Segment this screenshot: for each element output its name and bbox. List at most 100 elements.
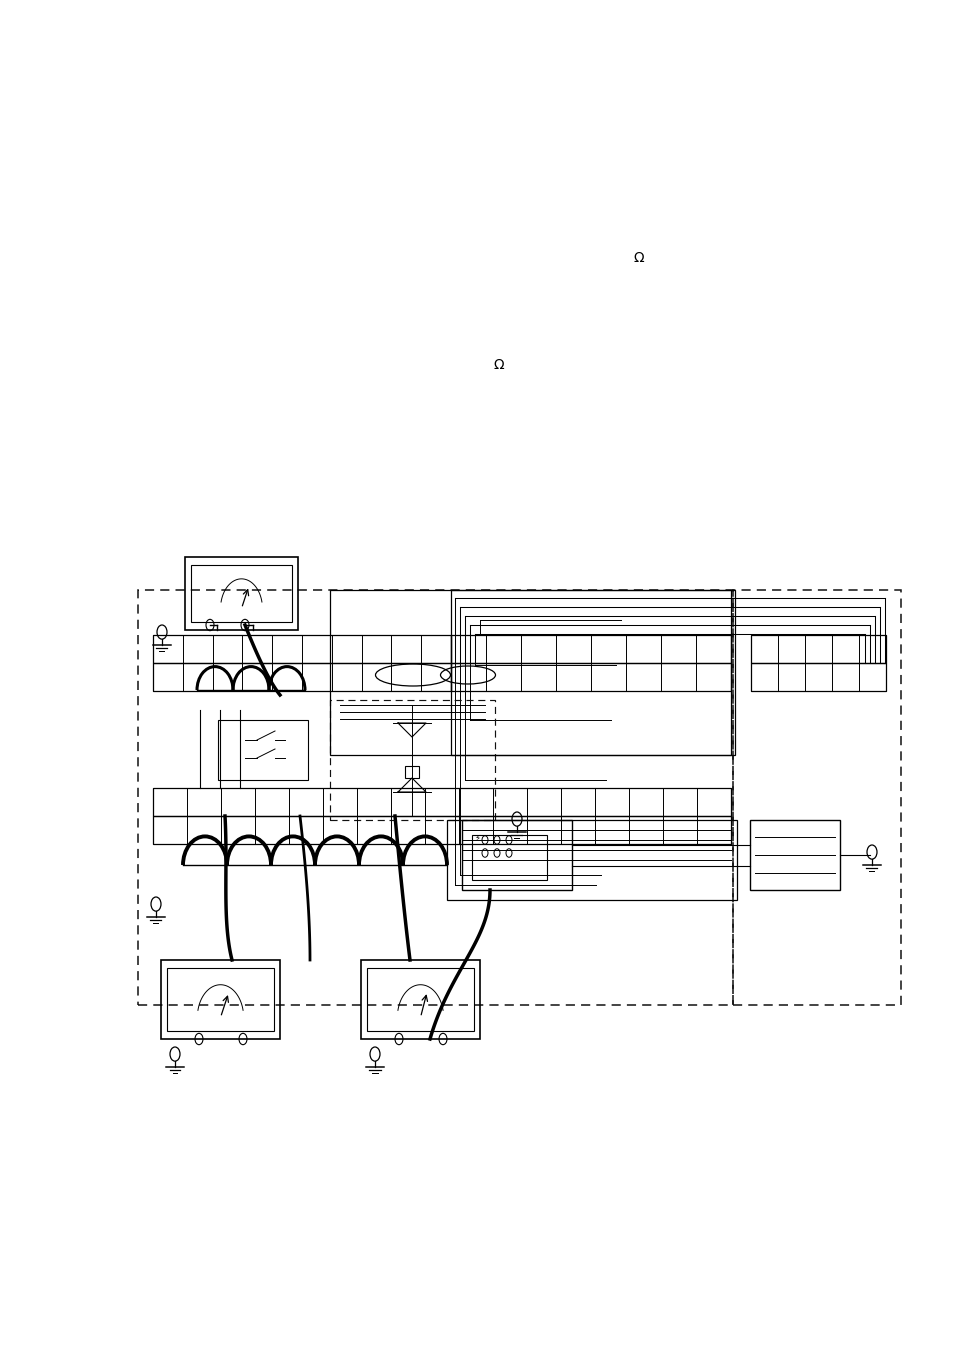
- Bar: [595, 816, 628, 844]
- Bar: [451, 663, 730, 690]
- Bar: [361, 663, 391, 690]
- Bar: [697, 788, 730, 816]
- Bar: [451, 663, 485, 690]
- Bar: [272, 635, 302, 663]
- Bar: [732, 590, 900, 1005]
- Bar: [520, 663, 556, 690]
- Bar: [556, 635, 590, 663]
- Bar: [152, 788, 730, 816]
- Bar: [804, 663, 831, 690]
- Bar: [218, 720, 308, 780]
- Bar: [628, 816, 662, 844]
- Bar: [302, 635, 332, 663]
- Bar: [213, 663, 242, 690]
- Bar: [831, 635, 858, 663]
- Bar: [447, 820, 737, 900]
- Bar: [330, 590, 734, 755]
- Bar: [289, 788, 323, 816]
- Bar: [804, 635, 831, 663]
- Bar: [750, 635, 885, 663]
- Bar: [183, 635, 213, 663]
- Bar: [778, 663, 804, 690]
- Bar: [391, 788, 424, 816]
- Bar: [858, 635, 885, 663]
- Bar: [356, 816, 391, 844]
- Bar: [187, 816, 221, 844]
- Bar: [323, 788, 356, 816]
- Bar: [750, 663, 885, 690]
- Bar: [526, 816, 560, 844]
- Bar: [485, 663, 520, 690]
- Bar: [595, 788, 628, 816]
- Bar: [152, 635, 451, 663]
- Bar: [424, 816, 458, 844]
- Text: ⚡: ⚡: [474, 834, 479, 842]
- Bar: [152, 635, 183, 663]
- Bar: [272, 663, 302, 690]
- Bar: [152, 816, 730, 844]
- Bar: [242, 635, 272, 663]
- Bar: [391, 663, 421, 690]
- Bar: [660, 663, 696, 690]
- Bar: [451, 635, 730, 663]
- Bar: [332, 663, 361, 690]
- Bar: [254, 788, 289, 816]
- Text: Ω: Ω: [633, 251, 643, 265]
- Bar: [556, 663, 590, 690]
- Bar: [590, 663, 625, 690]
- Bar: [361, 635, 391, 663]
- Bar: [185, 557, 297, 630]
- Bar: [750, 635, 778, 663]
- Bar: [356, 788, 391, 816]
- Bar: [472, 835, 546, 880]
- Bar: [152, 663, 451, 690]
- Bar: [858, 663, 885, 690]
- Bar: [323, 816, 356, 844]
- Bar: [152, 816, 187, 844]
- Bar: [831, 663, 858, 690]
- Bar: [332, 635, 361, 663]
- Bar: [590, 635, 625, 663]
- Bar: [405, 766, 418, 778]
- Bar: [458, 788, 493, 816]
- Bar: [749, 820, 840, 890]
- Bar: [152, 788, 187, 816]
- Bar: [625, 663, 660, 690]
- Bar: [161, 961, 280, 1039]
- Bar: [628, 788, 662, 816]
- Bar: [451, 635, 485, 663]
- Bar: [526, 788, 560, 816]
- Bar: [421, 663, 451, 690]
- Bar: [560, 788, 595, 816]
- Bar: [242, 663, 272, 690]
- Bar: [191, 565, 292, 621]
- Bar: [662, 816, 697, 844]
- Bar: [696, 663, 730, 690]
- Bar: [662, 788, 697, 816]
- Bar: [520, 635, 556, 663]
- Bar: [458, 816, 493, 844]
- Bar: [697, 816, 730, 844]
- Bar: [152, 663, 183, 690]
- Bar: [183, 663, 213, 690]
- Text: Ω: Ω: [493, 358, 504, 372]
- Bar: [221, 788, 254, 816]
- Bar: [167, 969, 274, 1031]
- Bar: [254, 816, 289, 844]
- Bar: [391, 816, 424, 844]
- Bar: [625, 635, 660, 663]
- Bar: [367, 969, 474, 1031]
- Bar: [461, 820, 572, 890]
- Bar: [493, 816, 526, 844]
- Bar: [451, 590, 730, 755]
- Bar: [696, 635, 730, 663]
- Bar: [302, 663, 332, 690]
- Bar: [493, 788, 526, 816]
- Bar: [660, 635, 696, 663]
- Bar: [421, 635, 451, 663]
- Bar: [330, 700, 495, 820]
- Bar: [289, 816, 323, 844]
- Bar: [213, 635, 242, 663]
- Bar: [138, 590, 732, 1005]
- Bar: [187, 788, 221, 816]
